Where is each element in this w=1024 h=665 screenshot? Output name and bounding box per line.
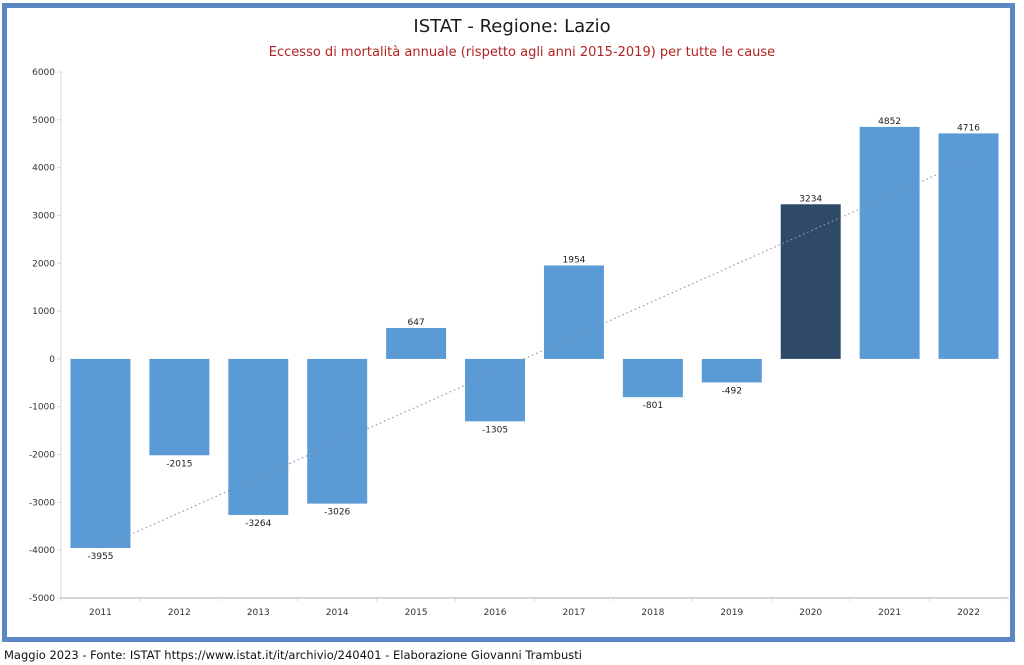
bars [70, 126, 999, 549]
y-tick-label: -3000 [29, 498, 55, 508]
data-label-2012: -2015 [166, 459, 192, 469]
y-tick-label: 5000 [32, 116, 55, 126]
bar-2013 [228, 358, 289, 515]
y-tick-label: 4000 [32, 164, 55, 174]
axes: 6000 5000 4000 3000 2000 1000 0 -1000 -2000 -3000… [29, 68, 1009, 618]
chart-frame [2, 3, 1015, 642]
x-tick-label: 2019 [720, 608, 743, 618]
x-tick-label: 2022 [957, 608, 980, 618]
bar-2022 [938, 133, 999, 359]
data-label-2013: -3264 [245, 519, 271, 529]
y-tick-label: -5000 [29, 594, 55, 604]
data-labels: -3955 -2015 -3264 -3026 647 -1305 1954 -801 -492… [87, 117, 980, 562]
bar-2017 [543, 265, 604, 359]
x-tick-label: 2017 [563, 608, 586, 618]
bar-2016 [465, 358, 526, 422]
bar-2015 [386, 327, 447, 359]
bar-2014 [307, 358, 368, 504]
x-tick-label: 2012 [168, 608, 191, 618]
bar-2019 [701, 358, 762, 383]
chart-subtitle: Eccesso di mortalità annuale (rispetto a… [268, 45, 776, 60]
bar-2018 [622, 358, 683, 398]
data-label-2022: 4716 [957, 123, 980, 133]
trendline [100, 159, 969, 549]
x-tick-label: 2021 [878, 608, 901, 618]
y-tick-label: 6000 [32, 68, 55, 78]
source-footer: Maggio 2023 - Fonte: ISTAT https://www.i… [4, 648, 582, 662]
bar-2021 [859, 126, 920, 359]
data-label-2014: -3026 [324, 508, 350, 518]
data-label-2016: -1305 [482, 425, 508, 435]
bar-2020 [780, 204, 841, 359]
y-tick-label: -2000 [29, 451, 55, 461]
trendline-group [100, 159, 969, 549]
y-tick-label: -4000 [29, 546, 55, 556]
x-tick-label: 2015 [405, 608, 428, 618]
y-tick-label: -1000 [29, 403, 55, 413]
bar-2012 [149, 358, 210, 456]
y-tick-label: 0 [49, 355, 55, 365]
x-tick-label: 2020 [799, 608, 822, 618]
x-tick-label: 2016 [484, 608, 507, 618]
x-tick-label: 2011 [89, 608, 112, 618]
data-label-2020: 3234 [799, 194, 822, 204]
data-label-2011: -3955 [87, 552, 113, 562]
data-label-2017: 1954 [563, 255, 586, 265]
bar-2011 [70, 358, 131, 549]
x-tick-label: 2014 [326, 608, 349, 618]
data-label-2015: 647 [408, 318, 425, 328]
x-tick-label: 2013 [247, 608, 270, 618]
y-tick-label: 1000 [32, 307, 55, 317]
y-tick-label: 3000 [32, 211, 55, 221]
data-label-2019: -492 [722, 386, 742, 396]
y-tick-label: 2000 [32, 259, 55, 269]
x-tick-label: 2018 [641, 608, 664, 618]
data-label-2018: -801 [643, 401, 663, 411]
chart-title: ISTAT - Regione: Lazio [413, 16, 611, 37]
data-label-2021: 4852 [878, 117, 901, 127]
